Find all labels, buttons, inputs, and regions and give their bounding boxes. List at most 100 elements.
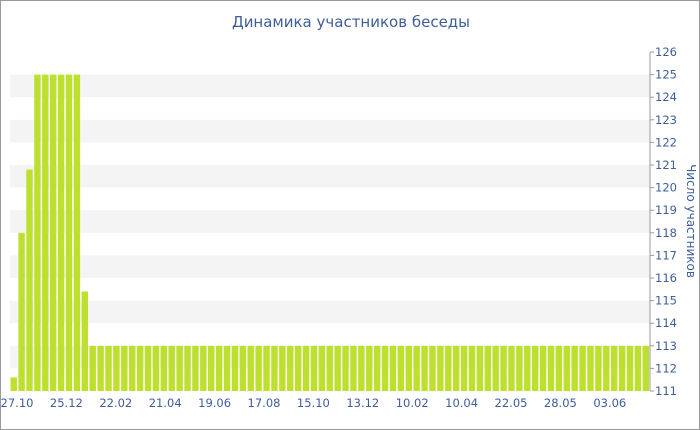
bar [342, 345, 349, 391]
bar [215, 345, 223, 391]
bar [73, 74, 81, 391]
bar [642, 345, 649, 391]
grid-band [10, 74, 650, 98]
y-tick-label: 123 [655, 113, 677, 127]
bar [144, 345, 152, 391]
y-tick-label: 126 [655, 45, 677, 59]
bar [279, 345, 286, 391]
y-tick-label: 120 [655, 181, 677, 195]
bar [413, 345, 420, 391]
bar [500, 345, 507, 391]
bar [287, 345, 294, 391]
bar [223, 345, 231, 391]
bar [547, 345, 555, 391]
bar [555, 345, 563, 391]
x-tick-label: 27.10 [1, 396, 33, 410]
bar [50, 74, 57, 391]
bar [65, 74, 73, 391]
y-axis-label: Число участников [684, 164, 698, 278]
y-tick-label: 113 [655, 339, 677, 353]
bar [358, 345, 365, 391]
bar [539, 345, 547, 391]
grid-bands [10, 74, 650, 369]
x-tick-label: 22.02 [99, 396, 132, 410]
bar [421, 345, 428, 391]
bar [334, 345, 341, 391]
bar [129, 345, 136, 391]
y-tick-label: 116 [655, 271, 677, 285]
x-tick-label: 10.02 [396, 396, 429, 410]
bar [524, 345, 531, 391]
bar [136, 345, 144, 391]
bar [476, 345, 484, 391]
y-axis-ticks: 111 112 113 114 115 116 117 118 119 120 121 122 123 1… [650, 45, 677, 398]
bar [610, 345, 618, 391]
bar [460, 345, 468, 391]
y-tick-label: 119 [655, 203, 677, 217]
bar [310, 345, 318, 391]
bar [397, 345, 405, 391]
bar [587, 345, 594, 391]
chart-title: Динамика участников беседы [231, 13, 471, 31]
bar [389, 345, 397, 391]
y-tick-label: 111 [655, 384, 677, 398]
y-tick-label: 117 [655, 248, 677, 262]
x-tick-label: 28.05 [544, 396, 577, 410]
x-tick-label: 13.12 [346, 396, 379, 410]
bar [318, 345, 326, 391]
x-tick-label: 15.10 [297, 396, 330, 410]
grid-band [10, 300, 650, 324]
bar [603, 345, 610, 391]
bar [255, 345, 262, 391]
x-tick-label: 21.04 [149, 396, 182, 410]
bar [192, 345, 199, 391]
grid-band [10, 210, 650, 233]
bar [200, 345, 207, 391]
grid-band [10, 165, 650, 188]
x-tick-label: 22.05 [495, 396, 528, 410]
x-tick-label: 03.06 [593, 396, 626, 410]
y-tick-label: 121 [655, 158, 677, 172]
bar [184, 345, 191, 391]
bar [508, 345, 515, 391]
bar [531, 345, 539, 391]
bar [437, 345, 444, 391]
bar [34, 74, 41, 391]
bar [42, 74, 49, 391]
bar [579, 345, 586, 391]
bar [26, 169, 33, 391]
bar [263, 345, 270, 391]
bar [571, 345, 578, 391]
bar [484, 345, 491, 391]
bar [208, 345, 215, 391]
bar [168, 345, 175, 391]
y-tick-label: 118 [655, 226, 677, 240]
y-tick-label: 122 [655, 135, 677, 149]
bar [97, 345, 104, 391]
bar [89, 345, 96, 391]
bar [326, 345, 333, 391]
bar [302, 345, 310, 391]
bar [81, 291, 89, 391]
bar [152, 345, 160, 391]
x-tick-label: 17.08 [248, 396, 281, 410]
bar [516, 345, 523, 391]
y-tick-label: 125 [655, 68, 677, 82]
bar [429, 345, 436, 391]
bar [563, 345, 570, 391]
bar [18, 232, 25, 391]
bar [381, 345, 389, 391]
bar [618, 345, 626, 391]
grid-band [10, 119, 650, 143]
bar [57, 74, 65, 391]
bar [176, 345, 183, 391]
bar [160, 345, 168, 391]
bar [595, 345, 602, 391]
bar [271, 345, 278, 391]
bar [10, 377, 17, 391]
x-tick-label: 25.12 [50, 396, 83, 410]
bar [231, 345, 239, 391]
y-tick-label: 124 [655, 90, 677, 104]
bar [373, 345, 381, 391]
